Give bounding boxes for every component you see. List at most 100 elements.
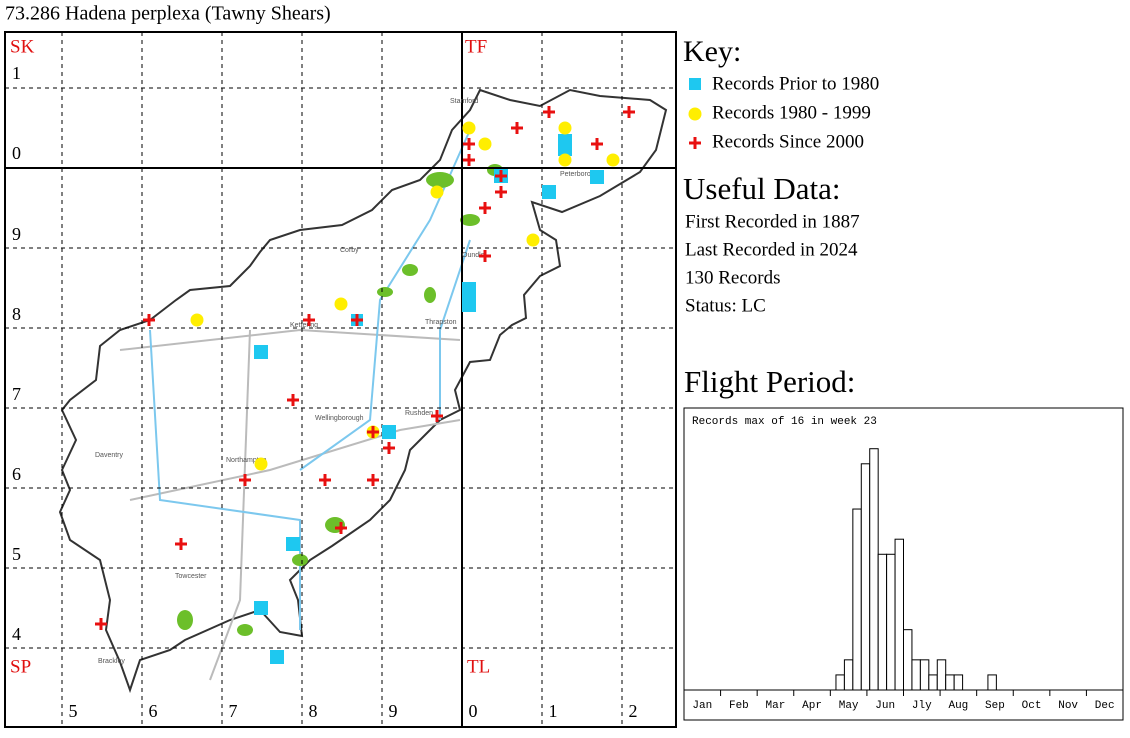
record-1980-1999 — [606, 153, 620, 167]
row-label: 9 — [12, 224, 21, 244]
bar — [945, 674, 955, 691]
map-line — [439, 239, 471, 420]
bar — [919, 659, 930, 691]
page-title: 73.286 Hadena perplexa (Tawny Shears) — [5, 3, 331, 25]
key-item: Records 1980 - 1999 — [712, 102, 871, 123]
record-since-2000 — [303, 314, 315, 326]
square-label: TF — [465, 36, 487, 57]
map-line — [129, 419, 461, 501]
bar — [928, 674, 938, 691]
bar — [835, 674, 845, 691]
record-1980-1999 — [478, 137, 492, 151]
chart-note: Records max of 16 in week 23 — [692, 416, 877, 428]
record-since-2000 — [591, 138, 603, 150]
woodland — [292, 554, 308, 566]
county-outline — [58, 88, 668, 694]
record-pre-1980 — [382, 425, 396, 439]
town-label: Oundle — [462, 252, 485, 259]
column-label: 2 — [629, 701, 638, 721]
record-pre-1980 — [270, 650, 284, 664]
record-pre-1980 — [254, 345, 268, 359]
record-pre-1980 — [254, 601, 268, 615]
record-1980-1999 — [526, 233, 540, 247]
record-since-2000 — [143, 314, 155, 326]
month-label: May — [839, 700, 859, 712]
bar — [852, 508, 862, 691]
record-since-2000 — [367, 474, 379, 486]
record-since-2000 — [479, 250, 491, 262]
key-item: Records Since 2000 — [712, 131, 864, 152]
woodland — [177, 610, 193, 630]
record-since-2000 — [511, 122, 523, 134]
bar — [877, 553, 888, 691]
woodland — [424, 287, 436, 303]
record-since-2000 — [383, 442, 395, 454]
month-label: Sep — [985, 700, 1005, 712]
record-1980-1999 — [430, 185, 444, 199]
record-since-2000 — [351, 314, 363, 326]
useful-line: Last Recorded in 2024 — [685, 239, 858, 260]
woodland — [402, 264, 418, 276]
row-label: 5 — [12, 544, 21, 564]
key-square — [689, 78, 701, 90]
row-label: 7 — [12, 384, 21, 404]
bar — [843, 659, 854, 691]
record-since-2000 — [335, 522, 347, 534]
record-1980-1999 — [334, 297, 348, 311]
record-1980-1999 — [462, 121, 476, 135]
column-label: 5 — [69, 701, 78, 721]
month-label: Jly — [912, 700, 932, 712]
bar — [860, 463, 871, 691]
record-since-2000 — [463, 154, 475, 166]
column-label: 8 — [309, 701, 318, 721]
useful-line: 130 Records — [685, 267, 781, 288]
month-label: Apr — [802, 700, 822, 712]
bar — [869, 448, 879, 691]
key-item: Records Prior to 1980 — [712, 73, 879, 94]
record-since-2000 — [623, 106, 635, 118]
month-label: Jun — [875, 700, 895, 712]
record-since-2000 — [543, 106, 555, 118]
useful-line: Status: LC — [685, 295, 766, 316]
useful-line: First Recorded in 1887 — [685, 211, 860, 232]
town-label: Thrapston — [425, 319, 457, 326]
row-label: 8 — [12, 304, 21, 324]
record-since-2000 — [95, 618, 107, 630]
bar — [886, 553, 896, 691]
record-since-2000 — [463, 138, 475, 150]
record-since-2000 — [175, 538, 187, 550]
useful-heading: Useful Data: — [683, 171, 841, 206]
flight-chart: Records max of 16 in week 23 Jan Feb Mar Ap… — [683, 407, 1124, 721]
town-label: Wellingborough — [315, 415, 364, 422]
town-label: Daventry — [95, 452, 124, 459]
record-pre-1980 — [542, 185, 556, 199]
bar — [936, 659, 947, 691]
record-1980-1999 — [254, 457, 268, 471]
record-since-2000 — [431, 410, 443, 422]
bar — [987, 674, 997, 691]
record-since-2000 — [239, 474, 251, 486]
record-pre-1980 — [590, 170, 604, 184]
square-label: SK — [10, 36, 35, 57]
record-since-2000 — [495, 186, 507, 198]
town-label: Brackley — [98, 658, 125, 665]
column-label: 0 — [469, 701, 478, 721]
month-label: Feb — [729, 700, 749, 712]
column-label: 7 — [229, 701, 238, 721]
map-line — [149, 329, 301, 630]
woodland — [377, 287, 393, 297]
record-1980-1999 — [558, 153, 572, 167]
square-label: SP — [10, 656, 31, 677]
town-label: Rushden — [405, 410, 433, 417]
town-label: Northampton — [226, 457, 267, 464]
record-since-2000 — [287, 394, 299, 406]
map-line — [209, 329, 251, 681]
map-line — [299, 129, 471, 471]
row-label: 0 — [12, 143, 21, 163]
town-label: Kettering — [290, 322, 318, 329]
month-label: Nov — [1058, 700, 1078, 712]
key-heading: Key: — [683, 35, 741, 68]
row-label: 1 — [12, 63, 21, 83]
map-line — [119, 328, 461, 351]
